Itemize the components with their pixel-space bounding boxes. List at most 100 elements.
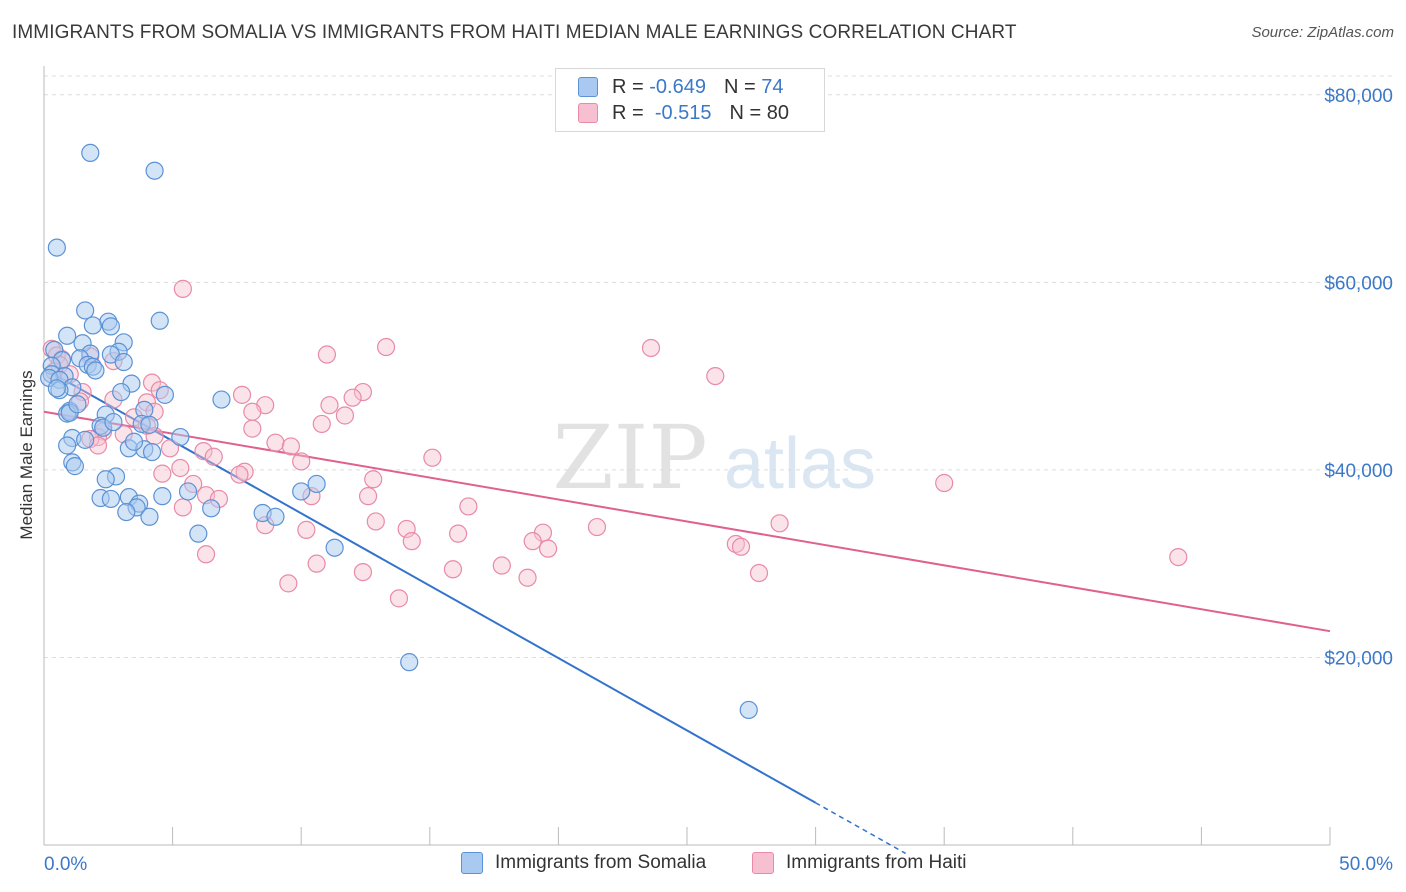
legend-item-somalia[interactable]: Immigrants from Somalia	[461, 852, 706, 874]
data-point-haiti	[335, 406, 355, 425]
data-point-somalia	[65, 457, 84, 476]
data-point-haiti	[935, 473, 954, 493]
data-point-haiti	[1169, 547, 1188, 567]
data-point-haiti	[196, 545, 216, 564]
legend-row-haiti: R = -0.515 N = 80	[578, 100, 789, 126]
data-point-haiti	[194, 442, 213, 461]
data-point-somalia	[81, 143, 100, 162]
somalia-swatch-icon	[461, 852, 483, 874]
data-point-somalia	[189, 524, 208, 543]
data-point-haiti	[292, 452, 311, 471]
gridlines	[44, 75, 1392, 658]
data-point-somalia	[101, 317, 120, 336]
y-tick-label: $40,000	[1324, 461, 1393, 482]
data-point-haiti	[230, 465, 249, 484]
series-somalia-points	[40, 143, 758, 720]
n-label: N =	[723, 75, 756, 98]
data-point-somalia	[307, 474, 326, 494]
data-point-haiti	[448, 524, 468, 543]
legend-item-haiti[interactable]: Immigrants from Haiti	[752, 852, 967, 874]
data-point-haiti	[232, 385, 252, 404]
data-point-haiti	[266, 433, 285, 452]
chart-title: IMMIGRANTS FROM SOMALIA VS IMMIGRANTS FR…	[12, 22, 1017, 43]
r-value: -0.515	[654, 101, 712, 124]
watermark: ZIP atlas	[552, 406, 876, 509]
legend-label-somalia: Immigrants from Somalia	[495, 852, 707, 873]
y-tick-label: $80,000	[1324, 86, 1393, 107]
data-point-haiti	[366, 512, 385, 531]
data-point-haiti	[204, 447, 223, 466]
y-axis-label: Median Male Earnings	[17, 370, 36, 539]
n-value: 74	[761, 75, 784, 98]
data-point-haiti	[317, 345, 337, 364]
data-point-somalia	[101, 489, 120, 509]
data-point-haiti	[364, 470, 383, 489]
data-point-haiti	[587, 517, 607, 537]
data-point-haiti	[353, 382, 373, 402]
data-point-somalia	[117, 502, 136, 522]
data-point-haiti	[279, 574, 298, 593]
data-point-somalia	[114, 352, 133, 372]
data-point-haiti	[770, 514, 789, 533]
data-point-haiti	[343, 388, 362, 407]
watermark-zip: ZIP	[552, 406, 707, 509]
data-point-haiti	[173, 498, 192, 517]
data-point-haiti	[523, 532, 542, 551]
data-point-haiti	[235, 462, 254, 481]
data-point-somalia	[124, 432, 144, 451]
n-label: N = 80	[729, 101, 790, 124]
data-point-somalia	[96, 470, 115, 489]
data-point-haiti	[402, 532, 421, 551]
data-point-haiti	[243, 402, 262, 421]
data-point-somalia	[140, 415, 159, 434]
data-point-somalia	[83, 316, 102, 335]
correlation-legend: R = -0.649 N = 74 R = -0.515 N = 80	[555, 68, 825, 132]
data-point-somalia	[171, 427, 190, 447]
data-point-haiti	[443, 560, 463, 579]
data-point-somalia	[68, 395, 87, 414]
legend-label-haiti: Immigrants from Haiti	[786, 852, 967, 873]
x-tick-label: 50.0%	[1339, 854, 1393, 875]
data-point-somalia	[140, 507, 159, 526]
data-point-haiti	[749, 563, 769, 583]
data-point-haiti	[641, 338, 661, 358]
data-point-haiti	[376, 337, 396, 357]
data-point-somalia	[150, 311, 169, 330]
data-point-somalia	[76, 430, 95, 449]
y-tick-label: $20,000	[1324, 648, 1393, 669]
data-point-haiti	[539, 539, 558, 558]
data-point-somalia	[739, 700, 758, 720]
series-legend: Immigrants from Somalia Immigrants from …	[0, 852, 1406, 878]
data-point-somalia	[47, 238, 66, 257]
x-tick-label: 0.0%	[44, 854, 87, 875]
data-point-somalia	[58, 436, 77, 455]
trendline-somalia-extension	[815, 802, 906, 855]
data-point-haiti	[353, 562, 373, 582]
data-point-somalia	[292, 482, 311, 501]
r-label: R =	[612, 75, 644, 98]
data-point-somalia	[212, 390, 231, 409]
r-value: -0.649	[649, 75, 706, 98]
data-point-haiti	[281, 437, 301, 456]
haiti-swatch-icon	[752, 852, 774, 874]
data-point-haiti	[320, 396, 339, 415]
data-point-somalia	[104, 412, 123, 432]
data-point-somalia	[76, 301, 95, 320]
data-point-haiti	[297, 520, 316, 539]
data-point-somalia	[266, 507, 285, 526]
data-point-haiti	[173, 279, 192, 298]
watermark-atlas: atlas	[724, 424, 876, 504]
data-point-haiti	[389, 589, 409, 608]
data-point-haiti	[706, 366, 725, 386]
data-point-somalia	[178, 482, 198, 501]
data-point-somalia	[325, 538, 344, 557]
data-point-haiti	[243, 419, 262, 438]
data-point-somalia	[58, 326, 77, 345]
r-label: R =	[612, 101, 644, 124]
data-point-haiti	[518, 568, 537, 587]
data-point-haiti	[492, 556, 511, 575]
data-point-haiti	[171, 458, 190, 478]
data-point-somalia	[153, 487, 172, 506]
data-point-haiti	[307, 554, 326, 573]
